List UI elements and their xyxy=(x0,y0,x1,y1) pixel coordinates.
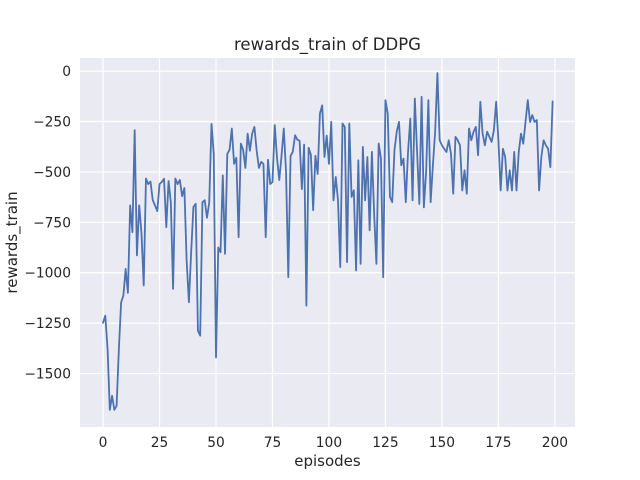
x-tick-label: 50 xyxy=(207,435,225,451)
chart-title: rewards_train of DDPG xyxy=(234,35,421,55)
y-tick-label: −500 xyxy=(33,165,71,181)
x-tick-label: 175 xyxy=(485,435,511,451)
y-tick-label: −1500 xyxy=(24,367,71,383)
x-tick-label: 0 xyxy=(99,435,108,451)
y-tick-label: 0 xyxy=(62,64,71,80)
x-axis-label: episodes xyxy=(294,452,361,470)
x-tick-label: 25 xyxy=(151,435,169,451)
plot-area xyxy=(80,58,575,427)
y-tick-label: −1250 xyxy=(24,316,71,332)
y-tick-label: −1000 xyxy=(24,266,71,282)
x-tick-label: 200 xyxy=(542,435,568,451)
y-axis-label: rewards_train xyxy=(3,191,22,293)
x-tick-label: 150 xyxy=(429,435,455,451)
y-tick-label: −250 xyxy=(33,115,71,131)
line-series xyxy=(102,72,554,411)
x-tick-label: 125 xyxy=(372,435,398,451)
x-tick-label: 75 xyxy=(264,435,282,451)
x-tick-label: 100 xyxy=(316,435,342,451)
y-tick-label: −750 xyxy=(33,215,71,231)
